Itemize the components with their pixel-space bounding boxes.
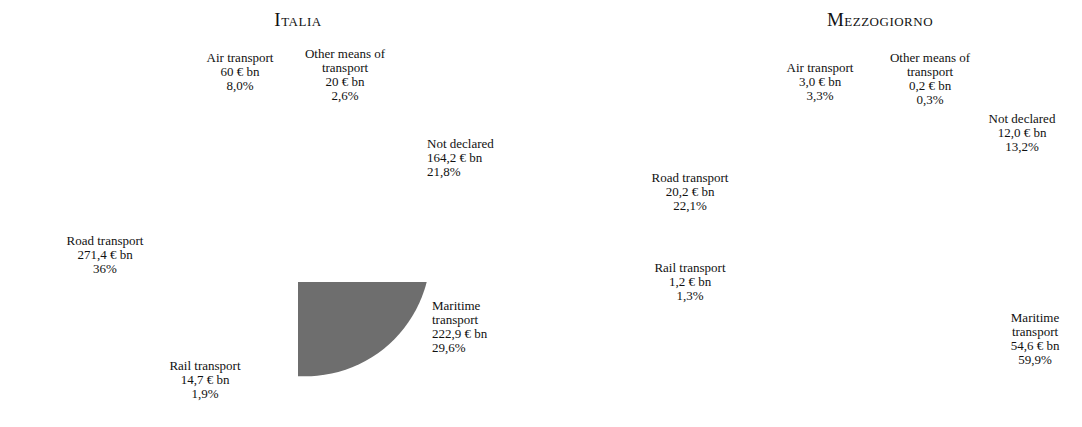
data-labels: Other means oftransport20 € bn2,6%Not de… bbox=[67, 46, 495, 401]
slice-value: 0,2 € bn bbox=[909, 78, 952, 93]
slice-percent: 0,3% bbox=[916, 92, 943, 107]
slice-percent: 22,1% bbox=[673, 198, 707, 213]
label-line: Air transport bbox=[207, 50, 274, 65]
slice-value: 14,7 € bn bbox=[181, 372, 230, 387]
pie-panel: ItaliaOther means oftransport20 € bn2,6%… bbox=[67, 9, 495, 401]
slice-value: 1,2 € bn bbox=[669, 274, 712, 289]
slice-percent: 1,9% bbox=[191, 386, 218, 401]
label-line: Other means of bbox=[890, 50, 971, 65]
label-line: Rail transport bbox=[654, 260, 726, 275]
slice-category: Air transport bbox=[207, 50, 274, 65]
slice-percent: 3,3% bbox=[806, 88, 833, 103]
label-line: Maritime bbox=[432, 298, 481, 313]
slice-percent: 59,9% bbox=[1018, 352, 1052, 367]
pie-slice bbox=[298, 282, 431, 376]
slice-percent: 8,0% bbox=[226, 78, 253, 93]
slice-percent: 36% bbox=[93, 261, 117, 276]
slice-category: Rail transport bbox=[654, 260, 726, 275]
label-line: Road transport bbox=[67, 233, 144, 248]
slice-value: 54,6 € bn bbox=[1011, 338, 1060, 353]
label-line: Other means of bbox=[305, 46, 386, 61]
slice-category: Not declared bbox=[989, 111, 1056, 126]
slice-value: 222,9 € bn bbox=[432, 326, 488, 341]
slice-category: Road transport bbox=[67, 233, 144, 248]
slice-category: Maritimetransport bbox=[432, 298, 481, 327]
slice-percent: 13,2% bbox=[1005, 139, 1039, 154]
slice-value: 12,0 € bn bbox=[998, 125, 1047, 140]
chart-canvas: ItaliaOther means oftransport20 € bn2,6%… bbox=[0, 0, 1082, 427]
label-line: Not declared bbox=[989, 111, 1056, 126]
slice-category: Air transport bbox=[787, 60, 854, 75]
label-line: Not declared bbox=[427, 136, 494, 151]
slice-percent: 21,8% bbox=[427, 164, 461, 179]
slice-percent: 1,3% bbox=[676, 288, 703, 303]
slice-value: 3,0 € bn bbox=[799, 74, 842, 89]
label-line: Rail transport bbox=[169, 358, 241, 373]
label-line: transport bbox=[907, 64, 954, 79]
chart-title: Italia bbox=[274, 9, 321, 30]
slice-category: Maritimetransport bbox=[1011, 310, 1060, 339]
slice-category: Rail transport bbox=[169, 358, 241, 373]
slice-value: 20 € bn bbox=[326, 74, 366, 89]
slice-category: Other means oftransport bbox=[305, 46, 386, 75]
slice-value: 164,2 € bn bbox=[427, 150, 483, 165]
pie-panel: MezzogiornoOther means oftransport0,2 € … bbox=[652, 9, 1060, 421]
slice-category: Other means oftransport bbox=[890, 50, 971, 79]
slice-percent: 2,6% bbox=[331, 88, 358, 103]
label-line: Road transport bbox=[652, 170, 729, 185]
slices bbox=[298, 282, 432, 376]
slice-value: 60 € bn bbox=[221, 64, 261, 79]
slice-percent: 29,6% bbox=[432, 340, 466, 355]
label-line: Maritime bbox=[1011, 310, 1060, 325]
chart-title: Mezzogiorno bbox=[827, 9, 933, 30]
data-labels: Other means oftransport0,2 € bn0,3%Not d… bbox=[652, 50, 1060, 367]
label-line: transport bbox=[1012, 324, 1059, 339]
slice-category: Road transport bbox=[652, 170, 729, 185]
label-line: transport bbox=[322, 60, 369, 75]
label-line: transport bbox=[432, 312, 479, 327]
label-line: Air transport bbox=[787, 60, 854, 75]
slice-value: 20,2 € bn bbox=[666, 184, 715, 199]
slice-value: 271,4 € bn bbox=[77, 247, 133, 262]
slice-category: Not declared bbox=[427, 136, 494, 151]
